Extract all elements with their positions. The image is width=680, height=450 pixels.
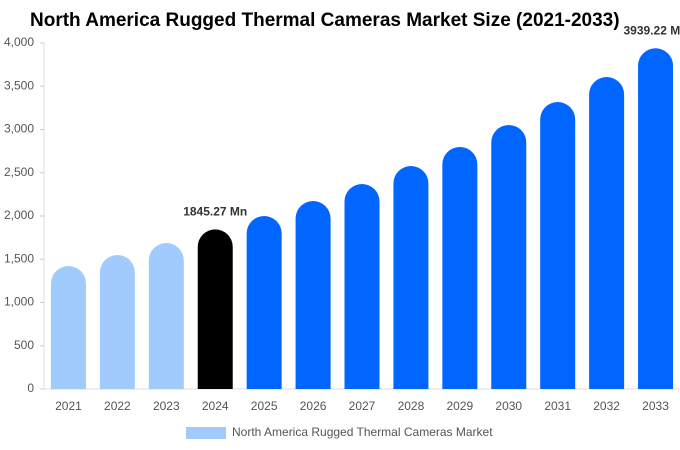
bar — [295, 201, 331, 389]
y-tick-label: 3,500 — [4, 78, 34, 92]
x-tick-label: 2032 — [593, 399, 620, 413]
x-tick-label: 2023 — [153, 399, 180, 413]
bar — [442, 146, 478, 389]
chart-title: North America Rugged Thermal Cameras Mar… — [30, 10, 620, 31]
x-tick-label: 2025 — [251, 399, 278, 413]
x-tick-label: 2027 — [349, 399, 376, 413]
y-tick-label: 2,500 — [4, 165, 34, 179]
x-tick-label: 2033 — [642, 399, 669, 413]
y-tick-label: 1,000 — [4, 295, 34, 309]
bar — [638, 48, 674, 389]
legend-swatch — [186, 427, 226, 439]
bar — [589, 76, 625, 389]
bar — [246, 216, 282, 389]
bar — [393, 166, 429, 389]
x-tick-label: 2022 — [104, 399, 131, 413]
y-tick-label: 0 — [27, 381, 34, 395]
bar — [344, 183, 380, 389]
y-tick-label: 4,000 — [4, 35, 34, 49]
bar — [540, 101, 576, 390]
x-tick-label: 2029 — [446, 399, 473, 413]
legend-label: North America Rugged Thermal Cameras Mar… — [232, 425, 493, 439]
y-tick-label: 500 — [14, 338, 34, 352]
bar — [148, 242, 184, 389]
bar — [491, 125, 527, 390]
x-tick-label: 2021 — [55, 399, 82, 413]
bar — [50, 265, 86, 389]
bar — [99, 255, 135, 389]
x-tick-label: 2031 — [544, 399, 571, 413]
y-tick-label: 3,000 — [4, 122, 34, 136]
bar — [197, 229, 233, 389]
x-tick-label: 2024 — [202, 399, 229, 413]
x-tick-label: 2030 — [495, 399, 522, 413]
x-tick-label: 2028 — [398, 399, 425, 413]
y-tick-label: 2,000 — [4, 208, 34, 222]
y-tick-label: 1,500 — [4, 251, 34, 265]
data-label: 1845.27 Mn — [183, 205, 247, 219]
x-tick-label: 2026 — [300, 399, 327, 413]
data-label: 3939.22 Mn — [624, 23, 680, 37]
